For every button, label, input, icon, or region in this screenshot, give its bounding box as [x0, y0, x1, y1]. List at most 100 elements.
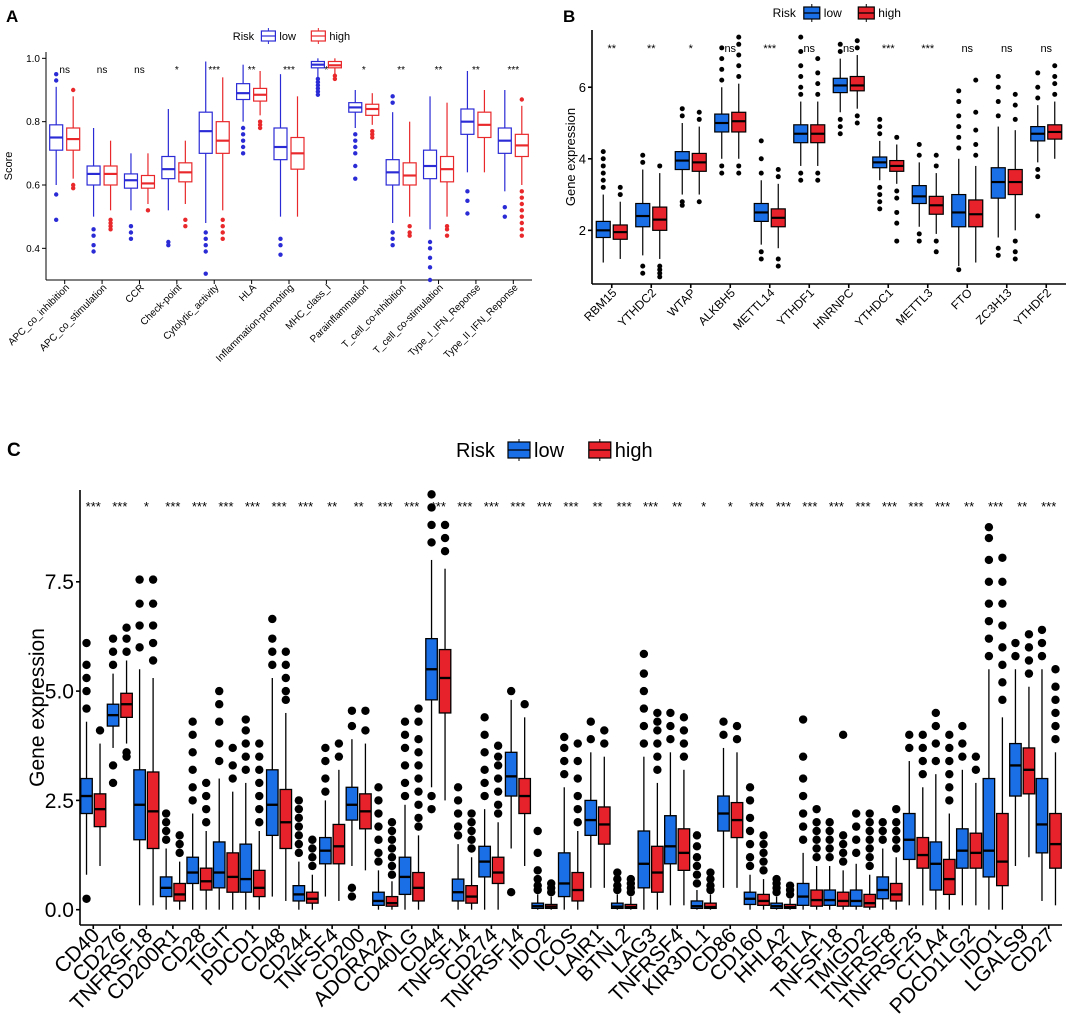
outlier-point — [387, 844, 397, 853]
box-iqr — [402, 162, 417, 186]
box-low-CD160 — [743, 783, 757, 910]
outlier-point — [877, 116, 883, 122]
outlier-point — [128, 223, 134, 229]
outlier-point — [815, 170, 821, 176]
outlier-point — [390, 94, 395, 99]
outlier-point — [719, 56, 725, 62]
outlier-point — [374, 857, 383, 866]
outlier-point — [878, 826, 887, 836]
outlier-point — [719, 77, 725, 83]
outlier-point — [427, 804, 436, 814]
outlier-point — [998, 621, 1007, 630]
outlier-point — [815, 81, 821, 87]
box-high-CD200 — [359, 706, 372, 871]
outlier-point — [971, 765, 981, 774]
outlier-point — [370, 132, 375, 137]
significance-label: ** — [607, 43, 616, 55]
significance-label: *** — [882, 43, 896, 55]
outlier-point — [798, 177, 804, 183]
box-high-HHLA2 — [783, 881, 797, 910]
outlier-point — [1051, 665, 1060, 674]
outlier-point — [838, 848, 848, 858]
box-low-RBM15 — [595, 149, 611, 263]
outlier-point — [465, 189, 470, 194]
outlier-point — [984, 599, 994, 608]
outlier-point — [973, 141, 979, 147]
box-iqr — [199, 867, 213, 891]
significance-label: *** — [378, 499, 393, 514]
outlier-point — [294, 804, 304, 814]
outlier-point — [560, 756, 569, 766]
outlier-point — [91, 249, 96, 254]
outlier-point — [758, 249, 764, 255]
outlier-point — [70, 87, 76, 93]
outlier-point — [692, 861, 702, 871]
outlier-point — [108, 227, 113, 232]
box-low-METTL14 — [753, 138, 769, 262]
outlier-point — [161, 809, 171, 818]
outlier-point — [255, 778, 264, 788]
outlier-point — [1035, 70, 1041, 76]
outlier-point — [736, 163, 742, 169]
outlier-point — [390, 100, 395, 105]
outlier-point — [639, 739, 649, 748]
box-iqr — [273, 127, 288, 161]
outlier-point — [122, 752, 131, 761]
outlier-point — [374, 835, 383, 844]
outlier-point — [407, 230, 412, 235]
outlier-point — [188, 730, 197, 740]
outlier-point — [759, 839, 768, 849]
outlier-point — [1011, 638, 1020, 648]
outlier-point — [931, 756, 941, 766]
box-iqr — [571, 871, 585, 902]
outlier-point — [600, 184, 606, 190]
outlier-point — [1035, 167, 1041, 173]
outlier-point — [400, 778, 410, 788]
outlier-point — [657, 274, 663, 280]
outlier-point — [916, 238, 922, 244]
box-iqr — [140, 174, 156, 189]
legend-title: Risk — [773, 6, 797, 20]
outlier-point — [657, 163, 663, 169]
outlier-point — [308, 844, 317, 853]
outlier-point — [353, 144, 358, 150]
outlier-point — [108, 634, 118, 643]
outlier-point — [108, 778, 118, 788]
outlier-point — [519, 97, 525, 102]
box-high-TNFSF14 — [465, 809, 478, 910]
box-iqr — [849, 889, 863, 907]
box-high-CD244 — [305, 835, 319, 910]
outlier-point — [696, 199, 702, 205]
outlier-point — [877, 192, 883, 198]
outlier-point — [281, 673, 291, 683]
outlier-point — [220, 223, 225, 229]
outlier-point — [984, 522, 994, 532]
significance-label: *** — [908, 499, 923, 514]
box-iqr — [279, 788, 293, 850]
outlier-point — [145, 208, 151, 213]
outlier-point — [374, 809, 383, 818]
significance-label: *** — [763, 43, 777, 55]
outlier-point — [480, 748, 489, 757]
outlier-point — [228, 774, 237, 783]
outlier-point — [692, 853, 702, 862]
outlier-point — [798, 715, 808, 724]
outlier-point — [255, 752, 264, 761]
legend-title: Risk — [233, 31, 255, 43]
outlier-point — [108, 660, 118, 670]
outlier-point — [956, 99, 962, 105]
outlier-point — [390, 236, 395, 242]
outlier-point — [240, 144, 246, 150]
outlier-point — [1051, 721, 1060, 731]
box-low-PDCD1LG2 — [955, 721, 969, 906]
outlier-point — [600, 170, 606, 176]
outlier-point — [736, 34, 742, 40]
legend-label: high — [878, 6, 901, 20]
significance-label: *** — [484, 499, 499, 514]
y-tick-label: 7.5 — [45, 571, 74, 594]
box-high-METTL14 — [770, 167, 786, 269]
outlier-point — [390, 230, 395, 235]
outlier-point — [122, 634, 131, 643]
box-high-LAG3 — [650, 708, 664, 910]
outlier-point — [315, 86, 321, 91]
